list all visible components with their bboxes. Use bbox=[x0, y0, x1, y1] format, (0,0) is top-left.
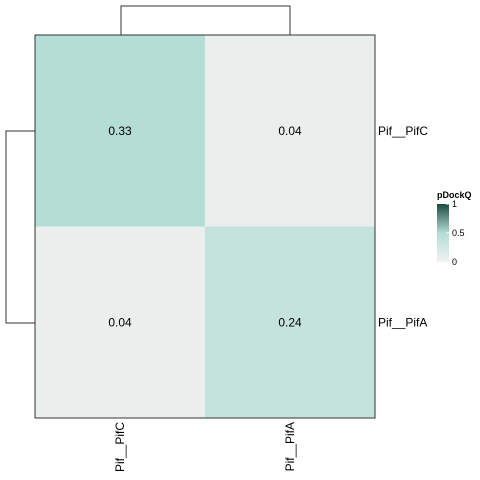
legend-tick-label-0: 1 bbox=[452, 199, 457, 209]
legend-colorbar bbox=[437, 204, 449, 262]
heatmap-cell-labels: 0.33 0.04 0.04 0.24 bbox=[108, 124, 302, 330]
heatmap-cells bbox=[35, 35, 375, 418]
heatmap-cell-r0-c0 bbox=[35, 35, 205, 227]
legend-ticks: 10.50 bbox=[446, 199, 465, 267]
row-label-0: Pif__PifC bbox=[378, 124, 428, 138]
heatmap-border bbox=[34, 34, 376, 419]
heatmap-cell-r1-c1 bbox=[205, 226, 375, 418]
row-dendrogram bbox=[5, 130, 35, 324]
heatmap-cell-r1-c0 bbox=[35, 226, 205, 418]
heatmap-cell-r0-c1 bbox=[205, 35, 375, 227]
color-legend: pDockQ 10.50 bbox=[437, 190, 472, 267]
cell-value-label-r0-c1: 0.04 bbox=[278, 124, 302, 138]
row-label-1: Pif__PifA bbox=[378, 315, 427, 329]
legend-tick-label-1: 0.5 bbox=[452, 228, 465, 238]
column-labels: Pif__PifC Pif__PifA bbox=[113, 422, 297, 472]
row-labels: Pif__PifC Pif__PifA bbox=[378, 124, 428, 330]
column-dendrogram bbox=[120, 5, 291, 35]
cell-value-label-r1-c1: 0.24 bbox=[278, 315, 302, 329]
column-label-0: Pif__PifC bbox=[113, 422, 127, 472]
legend-title: pDockQ bbox=[437, 190, 472, 200]
cell-value-label-r0-c0: 0.33 bbox=[108, 124, 132, 138]
column-label-1: Pif__PifA bbox=[283, 422, 297, 471]
cell-value-label-r1-c0: 0.04 bbox=[108, 315, 132, 329]
legend-tick-label-2: 0 bbox=[452, 257, 457, 267]
